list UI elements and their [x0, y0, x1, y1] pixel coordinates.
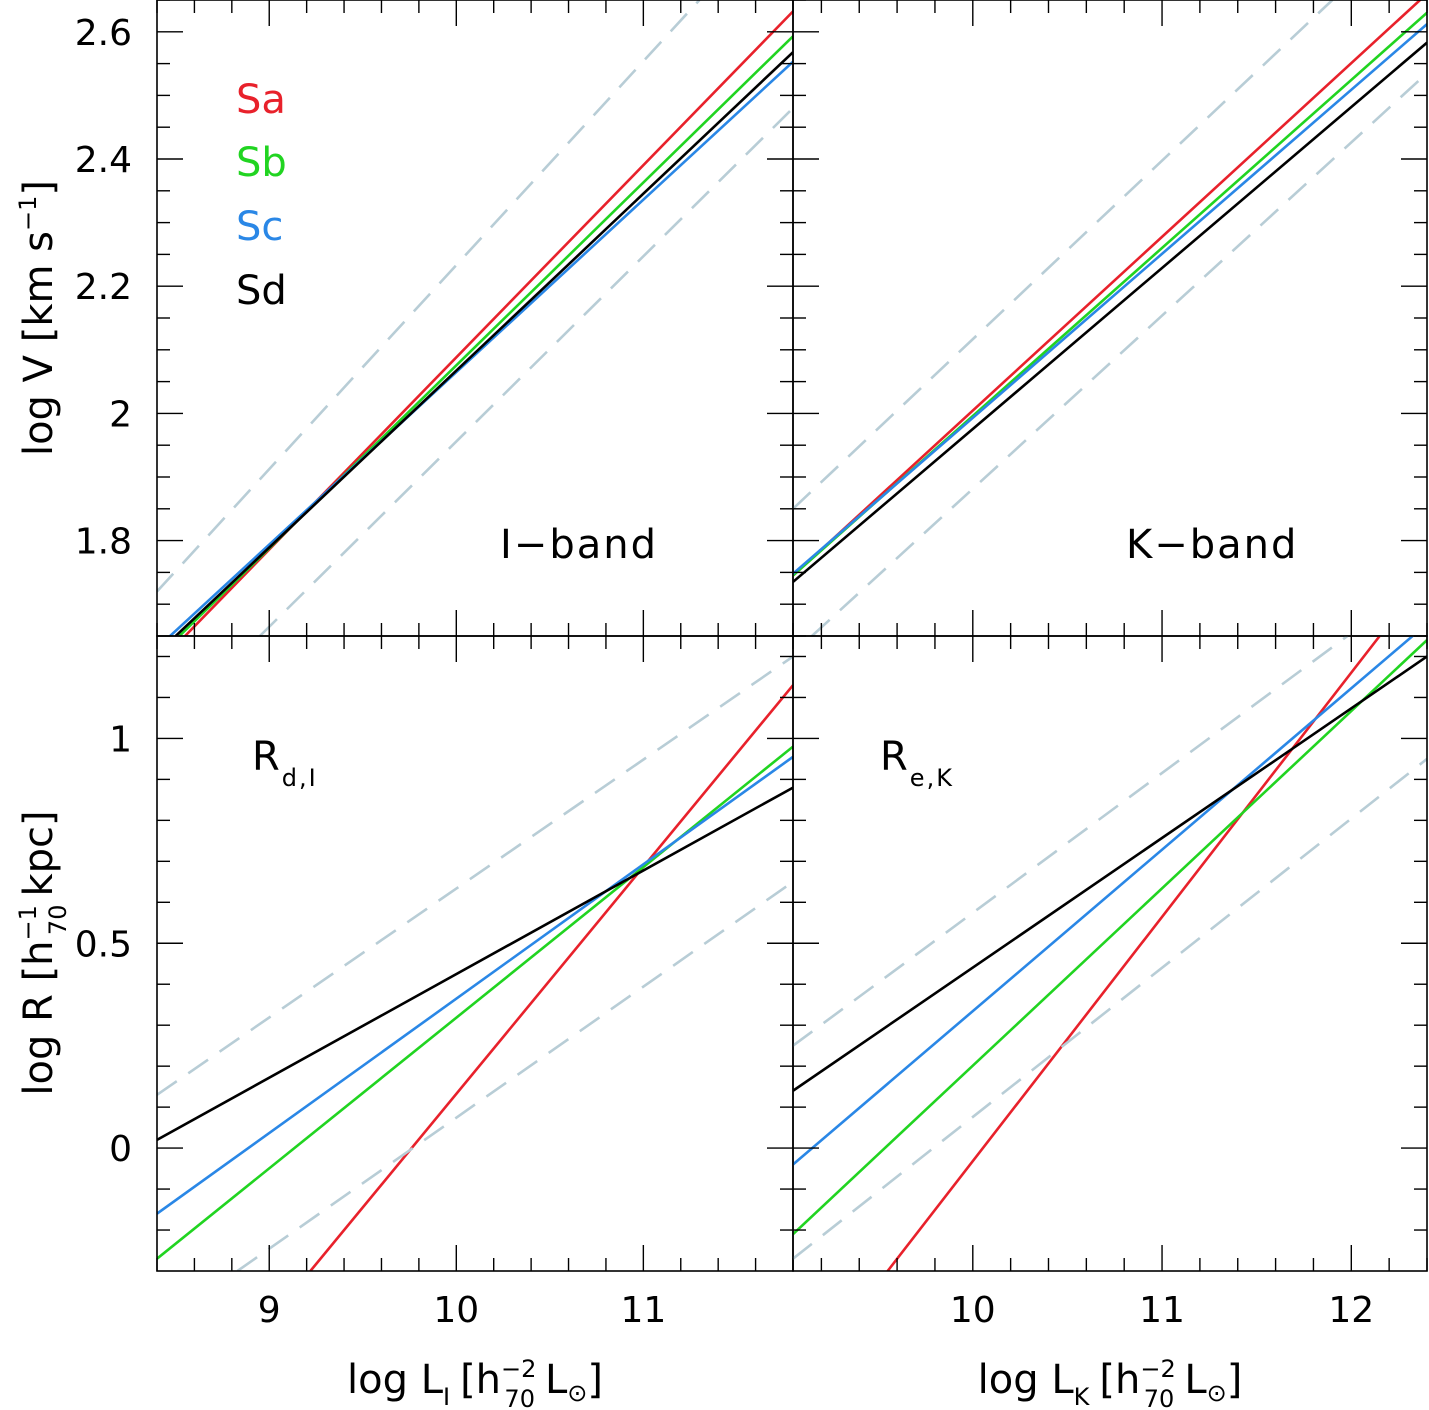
x-tick-label: 11 [1139, 1290, 1185, 1331]
right-x-axis-title-bracket: [h [1099, 1357, 1140, 1403]
right-x-axis-title-sub: K [1074, 1383, 1091, 1410]
y-tick-label: 1 [109, 719, 132, 760]
series-line-sc-bottom-left [157, 755, 793, 1215]
top-y-axis-title: log V [km s−1] [14, 180, 62, 456]
series-line-lower-bottom-right [793, 757, 1427, 1260]
series-line-lower-top-right [811, 72, 1427, 636]
series-line-upper-bottom-right [793, 636, 1349, 1047]
panel-bottom-left: 0 0.5 1 9 10 11 [75, 635, 794, 1331]
series-group-bottom-left [157, 655, 793, 1271]
panel-top-right [792, 0, 1428, 637]
series-line-sd-top-left [174, 51, 793, 636]
y-tick-label: 2.4 [75, 140, 132, 181]
series-line-sb-bottom-left [157, 745, 793, 1260]
bottom-y-axis-title-close: kpc] [16, 810, 62, 896]
bottom-y-axis-title: log R [h−170 kpc] [14, 810, 72, 1095]
series-line-lower-top-left [258, 107, 793, 636]
top-y-axis-title-main: log V [km s [16, 231, 62, 456]
annotation-k-band: K−band [1126, 522, 1298, 568]
left-x-axis-title-sub70: 70 [504, 1385, 535, 1410]
series-line-sd-top-right [793, 41, 1427, 583]
panel-top-left: 1.8 2 2.2 2.4 2.6 [75, 0, 794, 637]
annotation-r-d-i-sub: d,I [282, 764, 318, 792]
annotation-r-d-i-main: R [252, 734, 282, 780]
series-line-sc-top-right [793, 23, 1427, 575]
series-line-sb-bottom-right [793, 639, 1427, 1236]
legend: Sa Sb Sc Sd [236, 77, 287, 314]
series-line-sc-top-left [169, 60, 793, 636]
legend-sb: Sb [236, 140, 287, 186]
y-tick-label: 0 [109, 1129, 132, 1170]
series-line-upper-top-left [157, 0, 701, 593]
panel-frame [792, 0, 1428, 637]
right-x-axis-title-tail: L [1184, 1357, 1207, 1403]
bottom-y-axis-title-sup: −1 [14, 905, 42, 940]
right-x-axis-title: log LK [h−2 70 L⊙] [978, 1355, 1243, 1410]
left-x-axis-title-odot: ⊙ [567, 1379, 587, 1407]
left-x-axis-title-sup: −2 [501, 1355, 536, 1383]
y-tick-label: 2.6 [75, 13, 132, 54]
y-tick-label: 2 [109, 394, 132, 435]
series-line-sd-bottom-left [157, 786, 793, 1142]
annotation-r-e-k: Re,K [880, 734, 954, 792]
left-x-axis-title: log LI [h−2 70 L⊙] [347, 1355, 603, 1410]
series-line-upper-top-right [793, 0, 1334, 510]
panel-frame [792, 635, 1428, 1272]
series-group-bottom-right [793, 636, 1427, 1271]
x-tick-label: 10 [433, 1290, 479, 1331]
left-x-axis-title-sub: I [443, 1383, 450, 1410]
right-x-axis-title-main: log L [978, 1357, 1075, 1403]
x-tick-label: 12 [1328, 1290, 1374, 1331]
right-x-axis-title-odot: ⊙ [1207, 1379, 1227, 1407]
left-x-axis-title-tail: L [545, 1357, 568, 1403]
top-y-axis-title-sup: −1 [14, 196, 42, 231]
annotation-r-d-i: Rd,I [252, 734, 318, 792]
y-tick-label: 0.5 [75, 924, 132, 965]
left-x-axis-title-close: ] [587, 1357, 603, 1403]
series-line-sd-bottom-right [793, 655, 1427, 1092]
right-x-axis-title-close: ] [1227, 1357, 1243, 1403]
top-y-axis-title-close: ] [16, 180, 62, 196]
legend-sc: Sc [236, 204, 283, 250]
annotation-r-e-k-main: R [880, 734, 910, 780]
panel-frame [156, 635, 794, 1272]
legend-sa: Sa [236, 77, 286, 123]
series-line-sc-bottom-right [793, 636, 1415, 1166]
bottom-y-axis-title-sub: 70 [44, 905, 72, 936]
annotation-r-e-k-sub: e,K [910, 764, 954, 792]
series-line-sa-top-right [793, 0, 1422, 577]
panels: 1.8 2 2.2 2.4 2.6 0 0.5 1 9 10 11 10 11 12 [75, 0, 1428, 1331]
y-tick-label: 1.8 [75, 522, 132, 563]
series-line-upper-bottom-left [157, 655, 793, 1096]
series-line-sa-bottom-left [309, 684, 793, 1271]
series-line-sa-bottom-right [886, 636, 1381, 1271]
left-x-axis-title-bracket: [h [460, 1357, 501, 1403]
annotation-i-band: I−band [500, 522, 658, 568]
series-group-top-left [157, 0, 793, 636]
series-group-top-right [793, 0, 1427, 636]
y-tick-label: 2.2 [75, 267, 132, 308]
panel-bottom-right: 10 11 12 [792, 635, 1428, 1331]
right-x-axis-title-sub70: 70 [1144, 1385, 1175, 1410]
left-x-axis-title-main: log L [347, 1357, 444, 1403]
x-tick-label: 11 [620, 1290, 666, 1331]
legend-sd: Sd [236, 268, 287, 314]
x-tick-label: 10 [950, 1290, 996, 1331]
bottom-y-axis-title-main: log R [h [16, 940, 62, 1095]
right-x-axis-title-sup: −2 [1140, 1355, 1175, 1383]
x-tick-label: 9 [258, 1290, 281, 1331]
